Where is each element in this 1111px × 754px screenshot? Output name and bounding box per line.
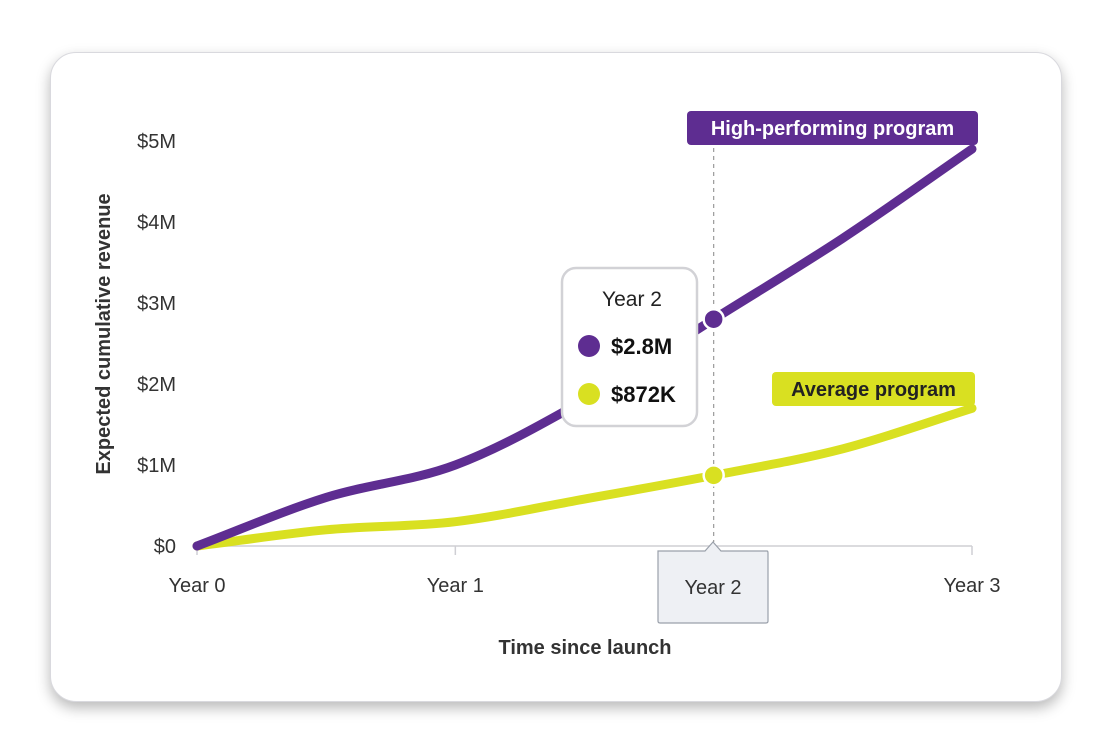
series-label-average: Average program: [791, 379, 956, 401]
y-axis-title: Expected cumulative revenue: [93, 193, 115, 474]
tooltip-swatch-average: [578, 383, 600, 405]
tooltip-value-high-performing: $2.8M: [611, 334, 672, 359]
x-tick-label: Year 3: [943, 575, 1000, 597]
series-label-high-performing-box: [687, 111, 978, 145]
highlight-x-label: Year 2: [684, 577, 741, 599]
y-tick-label: $2M: [137, 374, 176, 396]
highlight-x-label-box: [657, 541, 769, 624]
tooltip-swatch-high-performing: [578, 335, 600, 357]
series-label-average-box: [772, 372, 975, 406]
y-tick-label: $1M: [137, 455, 176, 477]
y-tick-label: $5M: [137, 131, 176, 153]
highlight-marker-high-performing: [702, 307, 725, 331]
tooltip-value-average: $872K: [611, 382, 676, 407]
y-tick-label: $0: [154, 536, 176, 558]
series-line-average: [192, 403, 977, 551]
highlight-marker-average: [702, 464, 725, 487]
tooltip-title: Year 2: [602, 288, 662, 311]
y-tick-label: $3M: [137, 293, 176, 315]
x-axis-title: Time since launch: [498, 637, 671, 659]
x-tick-label: Year 0: [168, 575, 225, 597]
y-tick-label: $4M: [137, 212, 176, 234]
series-label-high-performing: High-performing program: [711, 118, 954, 140]
x-tick-label: Year 1: [427, 575, 484, 597]
